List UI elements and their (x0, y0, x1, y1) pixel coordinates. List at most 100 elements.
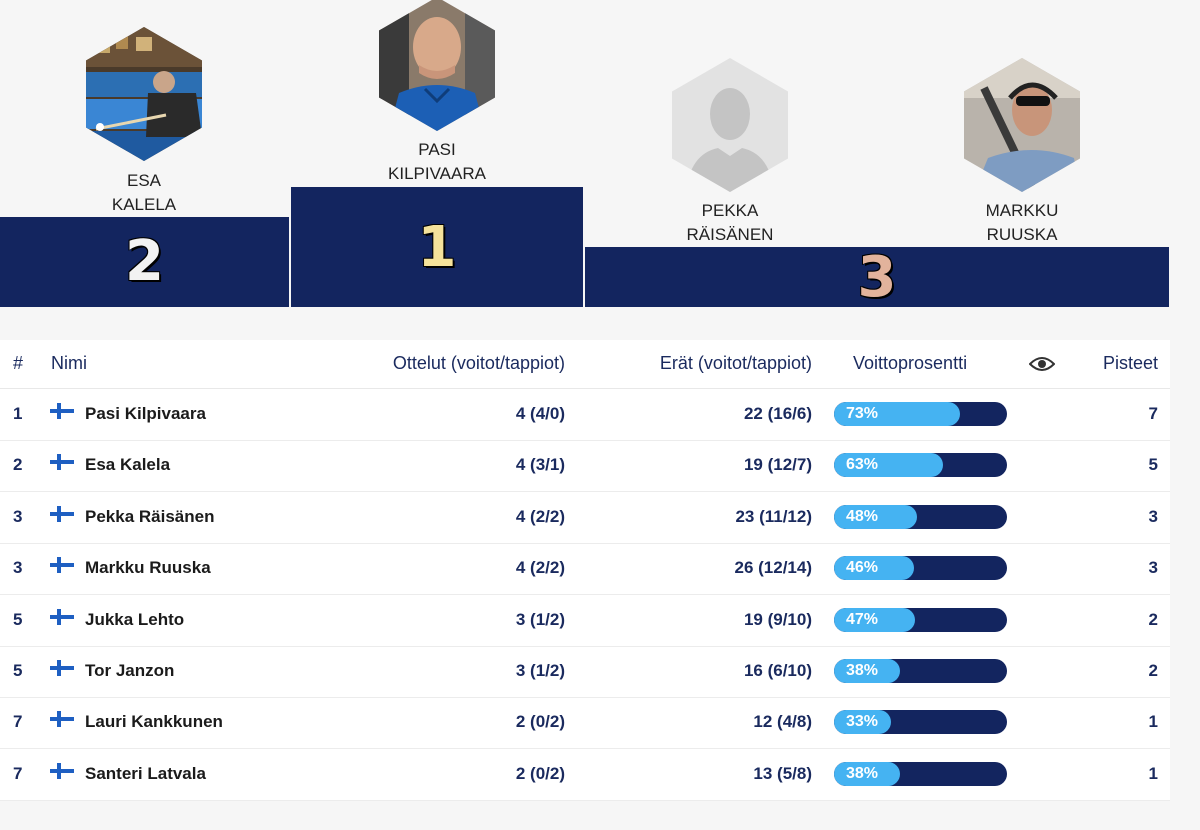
win-percentage-label: 46% (846, 559, 879, 577)
points-cell: 7 (1148, 404, 1158, 423)
points-cell: 1 (1148, 712, 1158, 732)
frames-cell: 16 (6/10) (743, 661, 812, 680)
matches-cell: 4 (2/2) (515, 506, 565, 526)
frames-cell: 13 (5/8) (753, 763, 812, 783)
first-name: PASI (418, 140, 456, 159)
finland-flag-icon (50, 505, 74, 522)
points-cell: 3 (1148, 558, 1158, 578)
win-percentage-fill (834, 710, 892, 735)
finland-flag-icon (50, 557, 74, 574)
win-percentage-label: 38% (846, 764, 879, 782)
matches-cell: 4 (3/1) (515, 455, 565, 475)
matches-cell: 4 (2/2) (515, 558, 565, 578)
finland-flag-icon (50, 454, 74, 471)
table-row[interactable]: 5 Jukka Lehto 3 (1/2) 19 (9/10) 47% 2 (0, 595, 1170, 647)
header-matches[interactable]: Ottelut (voitot/tappiot) (392, 353, 565, 373)
player-name-link[interactable]: Esa Kalela (85, 455, 171, 475)
win-percentage-bar: 73% (834, 402, 1007, 426)
points-cell: 2 (1148, 661, 1158, 680)
win-percentage-fill (834, 402, 961, 426)
table-row[interactable]: 7 Santeri Latvala 2 (0/2) 13 (5/8) 38% 1 (0, 749, 1170, 801)
points-cell: 1 (1148, 763, 1158, 783)
finland-flag-icon (50, 608, 74, 625)
table-row[interactable]: 2 Esa Kalela 4 (3/1) 19 (12/7) 63% 5 (0, 440, 1170, 493)
player-name-link[interactable]: Jukka Lehto (85, 609, 185, 629)
win-percentage-label: 47% (846, 610, 879, 628)
win-percentage-fill (834, 659, 900, 683)
points-cell: 3 (1148, 506, 1158, 526)
place-number: 1 (417, 215, 457, 280)
win-percentage-bar: 46% (834, 556, 1007, 581)
first-name: MARKKU (985, 201, 1059, 220)
player-name-link[interactable]: Tor Janzon (85, 661, 175, 680)
podium-name-third-b: MARKKU RUUSKA (922, 199, 1122, 247)
table-row[interactable]: 7 Lauri Kankkunen 2 (0/2) 12 (4/8) 33% 1 (0, 697, 1170, 750)
finland-flag-icon (50, 762, 74, 779)
player-name-link[interactable]: Markku Ruuska (85, 558, 211, 578)
header-rank[interactable]: # (13, 353, 24, 373)
frames-cell: 26 (12/14) (734, 558, 813, 578)
win-percentage-fill (834, 504, 918, 529)
points-cell: 5 (1148, 455, 1158, 475)
player-photo-icon (379, 0, 495, 131)
player-name-link[interactable]: Santeri Latvala (85, 763, 206, 783)
podium-block-second: 2 (0, 217, 289, 307)
podium-name-first: PASI KILPIVAARA (336, 138, 538, 186)
table-row[interactable]: 3 Markku Ruuska 4 (2/2) 26 (12/14) 46% 3 (0, 543, 1170, 596)
matches-cell: 3 (1/2) (515, 609, 565, 629)
avatar-pasi-kilpivaara[interactable] (379, 0, 495, 131)
place-number: 3 (857, 245, 897, 310)
place-number: 2 (125, 229, 164, 294)
matches-cell: 2 (0/2) (515, 763, 565, 783)
rank-cell: 1 (13, 404, 23, 423)
header-points[interactable]: Pisteet (1102, 353, 1158, 373)
table-row[interactable]: 3 Pekka Räisänen 4 (2/2) 23 (11/12) 48% 3 (0, 492, 1170, 544)
matches-cell: 2 (0/2) (515, 712, 565, 732)
win-percentage-label: 33% (846, 713, 879, 731)
default-avatar-icon (672, 58, 788, 192)
header-frames[interactable]: Erät (voitot/tappiot) (659, 353, 812, 373)
win-percentage-fill (834, 556, 914, 581)
table-row[interactable]: 5 Tor Janzon 3 (1/2) 16 (6/10) 38% 2 (0, 646, 1170, 698)
matches-cell: 3 (1/2) (515, 661, 565, 680)
avatar-markku-ruuska[interactable] (964, 58, 1080, 192)
finland-flag-icon (50, 403, 74, 419)
win-percentage-fill (834, 761, 900, 786)
last-name: RUUSKA (986, 225, 1058, 244)
rank-cell: 5 (13, 661, 23, 680)
win-percentage-bar: 63% (834, 453, 1007, 478)
podium-name-third-a: PEKKA RÄISÄNEN (630, 199, 830, 247)
header-name[interactable]: Nimi (51, 353, 87, 373)
podium-block-third: 3 (585, 245, 1169, 310)
win-percentage-label: 38% (846, 662, 879, 679)
rank-cell: 2 (13, 455, 23, 475)
last-name: RÄISÄNEN (686, 225, 774, 244)
win-percentage-label: 48% (846, 507, 879, 525)
eye-icon[interactable] (1028, 355, 1056, 378)
first-name: PEKKA (701, 201, 759, 220)
frames-cell: 19 (12/7) (743, 455, 812, 475)
avatar-esa-kalela[interactable] (86, 27, 202, 161)
frames-cell: 23 (11/12) (735, 506, 812, 526)
matches-cell: 4 (4/0) (515, 404, 565, 423)
rank-cell: 3 (13, 506, 23, 526)
player-name-link[interactable]: Pekka Räisänen (85, 506, 215, 526)
win-percentage-bar: 38% (834, 659, 1007, 683)
last-name: KALELA (111, 195, 177, 214)
win-percentage-fill (834, 453, 943, 478)
player-photo-icon (964, 58, 1080, 192)
player-name-link[interactable]: Pasi Kilpivaara (85, 404, 206, 423)
podium: ESA KALELA 2 PASI KILPIVAARA 1 PEKKA R (0, 0, 1200, 320)
header-win-percentage[interactable]: Voittoprosentti (853, 353, 968, 373)
table-row[interactable]: 1 Pasi Kilpivaara 4 (4/0) 22 (16/6) 73% 7 (0, 389, 1170, 441)
first-name: ESA (126, 171, 162, 190)
finland-flag-icon (50, 660, 74, 676)
avatar-pekka-raisanen[interactable] (672, 58, 788, 192)
frames-cell: 12 (4/8) (753, 712, 812, 732)
player-photo-icon (86, 27, 202, 161)
win-percentage-bar: 38% (834, 761, 1007, 786)
player-name-link[interactable]: Lauri Kankkunen (85, 712, 223, 732)
standings-table: # Nimi Ottelut (voitot/tappiot) Erät (vo… (0, 340, 1170, 801)
win-percentage-label: 73% (846, 405, 879, 422)
rank-cell: 7 (13, 763, 23, 783)
